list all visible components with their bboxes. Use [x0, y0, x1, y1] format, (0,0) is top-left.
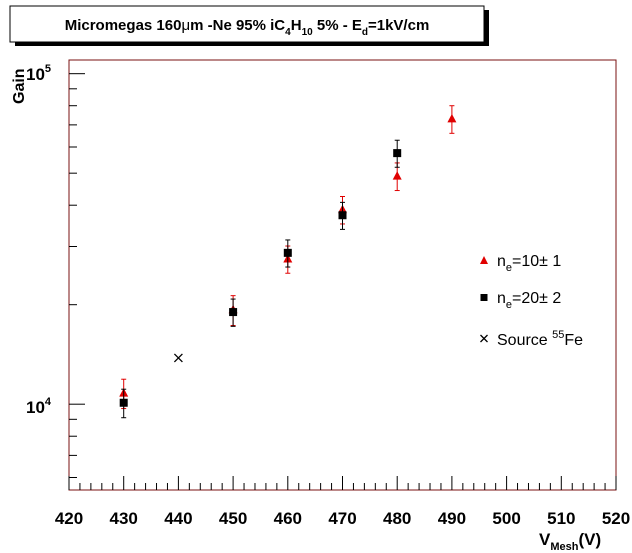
data-points — [119, 105, 457, 419]
x-axis-label: VMesh(V) — [539, 530, 601, 553]
x-tick-label: 480 — [383, 509, 411, 528]
point-s2-440 — [173, 353, 183, 363]
x-tick-labels: 420 430 440 450 460 470 480 490 500 510 520 — [55, 509, 630, 528]
x-tick-label: 420 — [55, 509, 83, 528]
x-tick-label: 440 — [164, 509, 192, 528]
x-tick-label: 450 — [219, 509, 247, 528]
legend-marker-source — [480, 334, 488, 343]
x-tick-label: 430 — [110, 509, 138, 528]
axis-ticks — [68, 73, 617, 490]
y-axis-label: Gain — [11, 68, 28, 104]
x-tick-label: 500 — [492, 509, 520, 528]
point-s0-480 — [392, 171, 402, 180]
title-box: Micromegas 160μm -Ne 95% iC4H10 5% - Ed=… — [9, 5, 489, 46]
chart-title: Micromegas 160μm -Ne 95% iC4H10 5% - Ed=… — [65, 17, 430, 38]
point-s1-430 — [119, 398, 128, 407]
x-tick-label: 490 — [438, 509, 466, 528]
point-s1-460 — [283, 248, 292, 257]
legend-label-source: Source 55Fe — [497, 329, 583, 349]
legend: ne=10± 1 ne=20± 2 Source 55Fe — [480, 253, 583, 349]
legend-marker-ne10 — [480, 256, 488, 264]
title-box-frame — [9, 5, 485, 43]
legend-label-ne20: ne=20± 2 — [497, 290, 561, 311]
x-tick-label: 460 — [274, 509, 302, 528]
plot-frame — [68, 59, 617, 491]
point-s1-450 — [229, 308, 238, 317]
x-tick-label: 510 — [547, 509, 575, 528]
x-tick-label: 470 — [328, 509, 356, 528]
point-s1-470 — [338, 211, 347, 220]
y-tick-label-1e4: 104 — [26, 396, 52, 417]
y-tick-label-1e5: 105 — [26, 63, 51, 84]
legend-label-ne10: ne=10± 1 — [497, 253, 561, 274]
legend-marker-ne20 — [480, 294, 488, 301]
point-s1-480 — [393, 149, 402, 158]
point-s0-490 — [447, 113, 457, 123]
x-tick-label: 520 — [602, 509, 630, 528]
